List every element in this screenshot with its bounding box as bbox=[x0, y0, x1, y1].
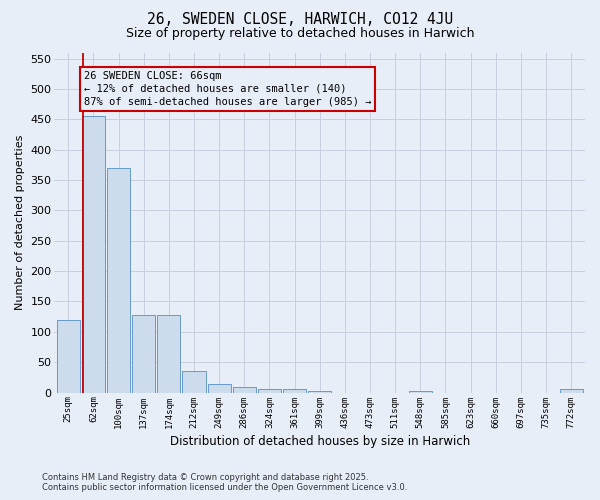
Y-axis label: Number of detached properties: Number of detached properties bbox=[15, 135, 25, 310]
Bar bbox=[132, 315, 155, 392]
Text: Contains HM Land Registry data © Crown copyright and database right 2025.
Contai: Contains HM Land Registry data © Crown c… bbox=[42, 473, 407, 492]
Bar bbox=[182, 372, 206, 392]
Bar bbox=[283, 389, 306, 392]
Bar bbox=[157, 315, 181, 392]
Text: 26 SWEDEN CLOSE: 66sqm
← 12% of detached houses are smaller (140)
87% of semi-de: 26 SWEDEN CLOSE: 66sqm ← 12% of detached… bbox=[84, 70, 371, 107]
Bar bbox=[107, 168, 130, 392]
X-axis label: Distribution of detached houses by size in Harwich: Distribution of detached houses by size … bbox=[170, 434, 470, 448]
Bar bbox=[560, 390, 583, 392]
Bar bbox=[82, 116, 105, 392]
Bar bbox=[57, 320, 80, 392]
Bar bbox=[208, 384, 231, 392]
Bar bbox=[233, 387, 256, 392]
Text: Size of property relative to detached houses in Harwich: Size of property relative to detached ho… bbox=[126, 28, 474, 40]
Text: 26, SWEDEN CLOSE, HARWICH, CO12 4JU: 26, SWEDEN CLOSE, HARWICH, CO12 4JU bbox=[147, 12, 453, 28]
Bar bbox=[258, 390, 281, 392]
